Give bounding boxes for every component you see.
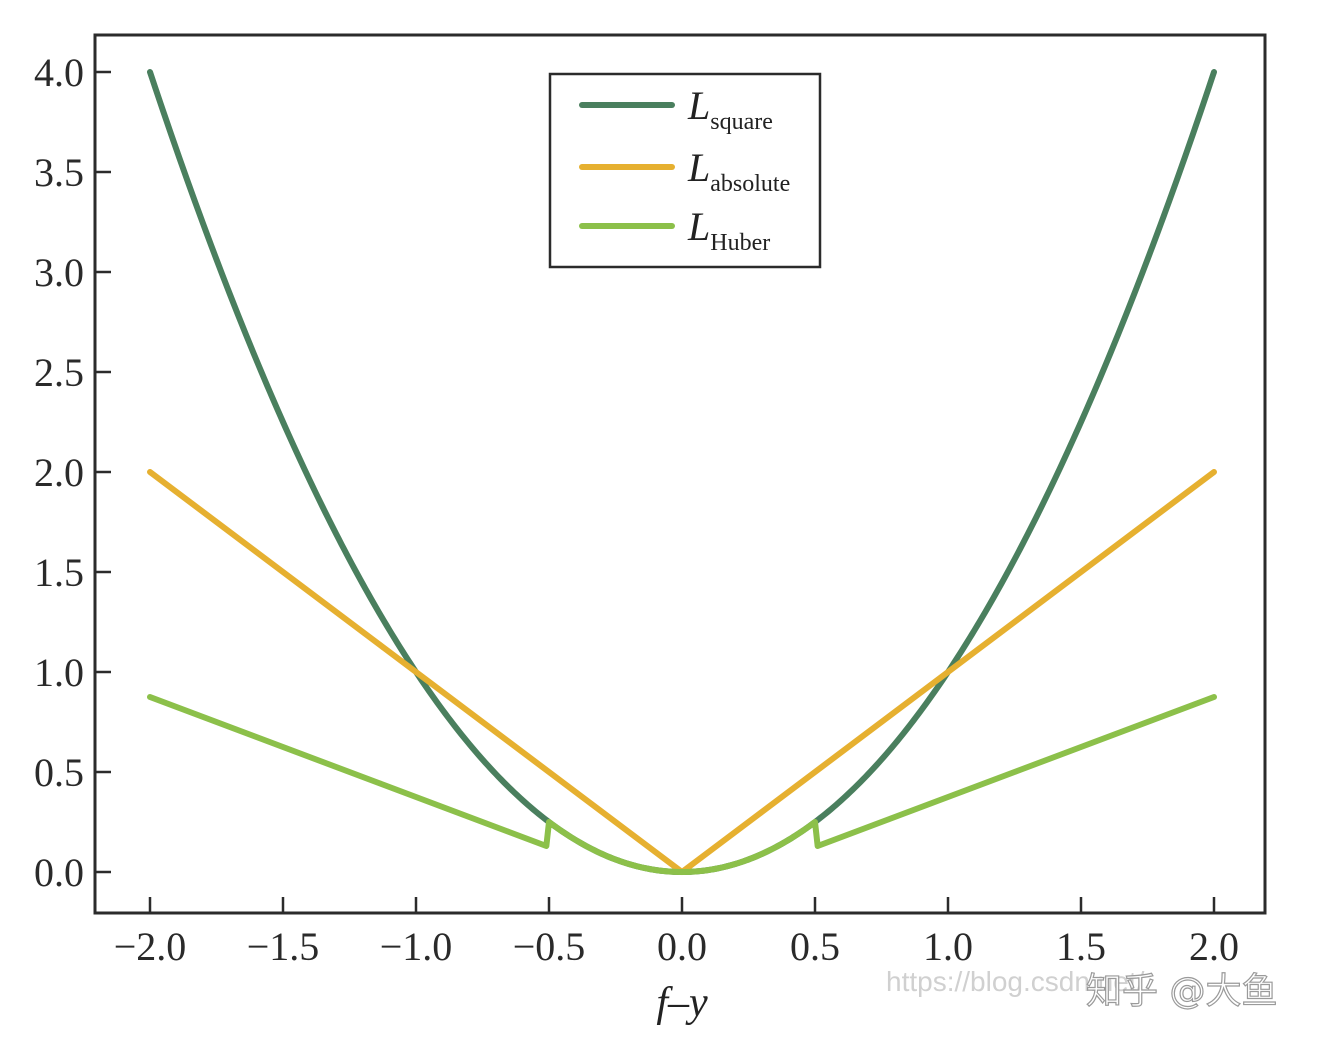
legend-label-huber: LHuber (687, 204, 770, 256)
x-tick-label: −2.0 (114, 924, 187, 969)
legend-label-square: Lsquare (687, 83, 773, 135)
x-tick-label: −1.5 (247, 924, 320, 969)
x-tick-label: 1.0 (923, 924, 973, 969)
x-tick-label: 2.0 (1189, 924, 1239, 969)
y-tick-label: 1.0 (34, 650, 84, 695)
legend: Lsquare Labsolute LHuber (548, 72, 822, 269)
y-tick-label: 0.5 (34, 750, 84, 795)
x-tick-label: −1.0 (380, 924, 453, 969)
x-tick-label: 0.5 (790, 924, 840, 969)
watermark-brand: 知乎 @大鱼 (1085, 970, 1278, 1012)
y-tick-label: 3.0 (34, 250, 84, 295)
y-tick-label: 2.0 (34, 450, 84, 495)
x-axis-title: f–y (656, 980, 708, 1026)
y-axis: 0.0 0.5 1.0 1.5 2.0 2.5 3.0 3.5 4.0 (34, 50, 111, 895)
y-tick-label: 4.0 (34, 50, 84, 95)
y-tick-label: 1.5 (34, 550, 84, 595)
x-tick-label: −0.5 (513, 924, 586, 969)
plot-frame (93, 33, 1267, 915)
watermark-url: https://blog.csdn.net/ (886, 966, 1145, 997)
x-axis: −2.0 −1.5 −1.0 −0.5 0.0 0.5 1.0 1.5 2.0 (114, 897, 1239, 969)
series-line-l-absolute (147, 469, 1217, 875)
y-tick-label: 3.5 (34, 150, 84, 195)
legend-label-absolute: Labsolute (687, 145, 790, 197)
y-tick-label: 2.5 (34, 350, 84, 395)
plot-curves (147, 69, 1217, 875)
series-line-l-huber (147, 694, 1217, 875)
x-tick-label: 1.5 (1056, 924, 1106, 969)
x-tick-label: 0.0 (657, 924, 707, 969)
y-tick-label: 0.0 (34, 850, 84, 895)
